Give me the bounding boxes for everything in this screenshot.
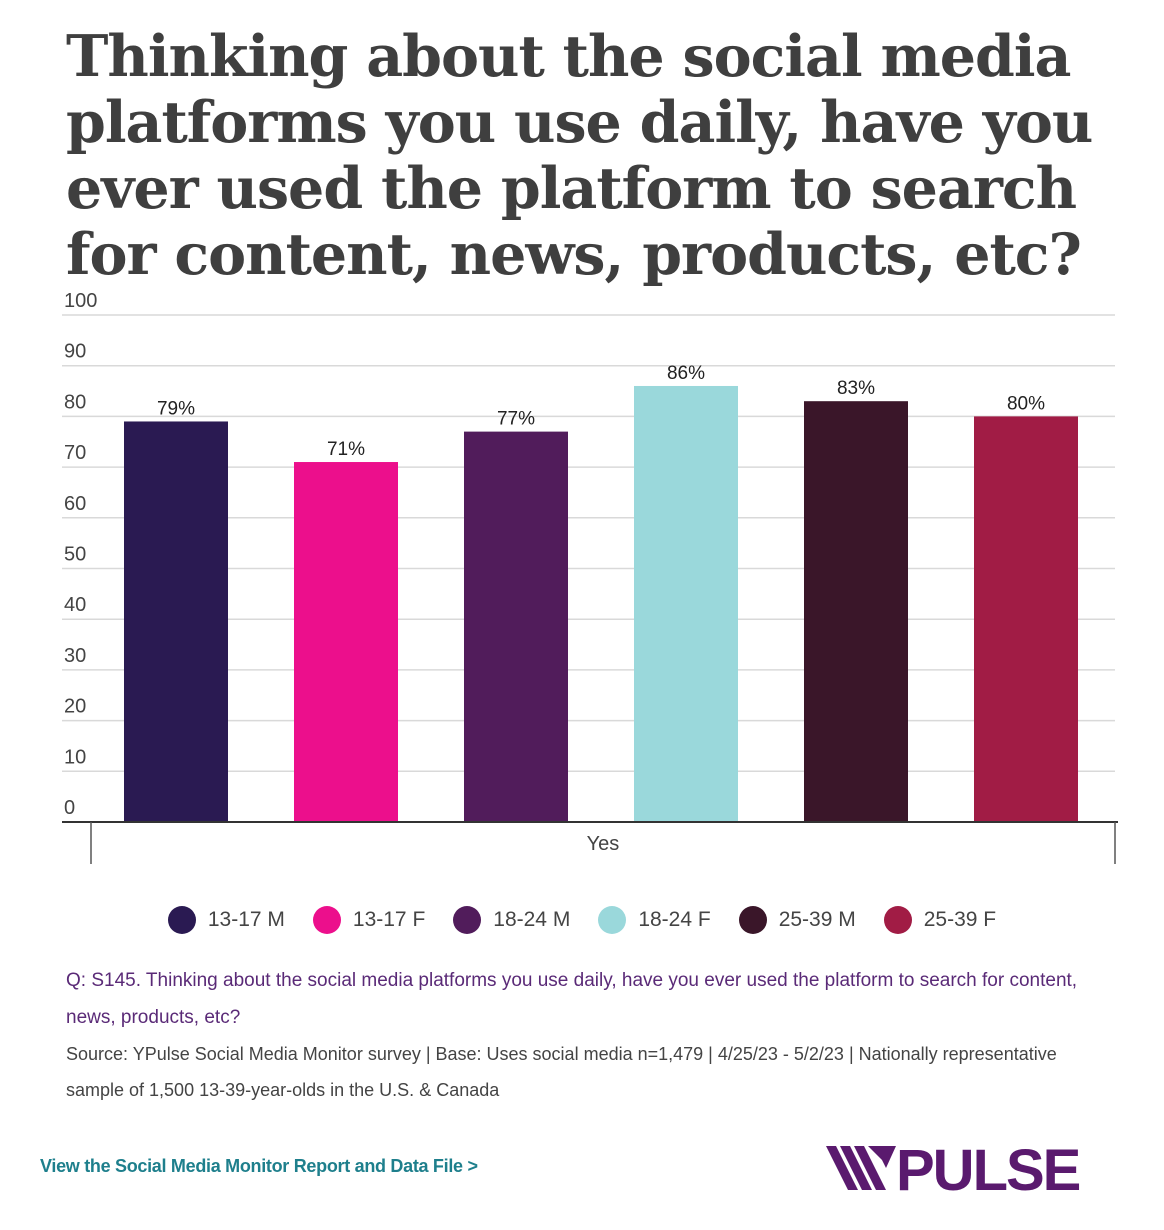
y-tick-label: 90 [64, 341, 86, 363]
y-tick-label: 0 [64, 797, 75, 819]
y-tick-label: 70 [64, 442, 86, 464]
legend-swatch [312, 906, 341, 934]
report-link[interactable]: View the Social Media Monitor Report and… [40, 1156, 478, 1176]
chart-title: Thinking about the social media platform… [66, 23, 1093, 288]
legend-swatch [167, 906, 196, 934]
legend-item: 13-17 F [312, 906, 426, 934]
data-label: 71% [327, 439, 365, 460]
legend-label: 18-24 M [493, 908, 571, 931]
x-category-label: Yes [587, 833, 620, 855]
y-tick-label: 10 [64, 746, 86, 768]
bar-chart: 0 10 20 30 40 50 60 70 80 90 100 79% 71% 77% 86% 83% 80… [62, 290, 1118, 864]
source-footnote: Source: YPulse Social Media Monitor surv… [66, 1044, 1057, 1100]
bar-25-39-f [974, 416, 1078, 822]
data-label: 83% [837, 378, 875, 399]
legend-label: 13-17 F [352, 908, 426, 931]
data-label: 86% [667, 363, 705, 384]
question-footnote: Q: S145. Thinking about the social media… [66, 970, 1078, 1028]
legend: 13-17 M 13-17 F 18-24 M 18-24 F 25-39 M 25-39… [0, 900, 1164, 940]
bars [124, 385, 1078, 822]
legend-swatch [883, 906, 912, 934]
ypulse-logo: PULSE [826, 1138, 1082, 1198]
gridlines [62, 314, 1115, 773]
bar-18-24-m [464, 431, 568, 822]
y-tick-label: 40 [64, 594, 86, 616]
x-axis-categories: Yes [587, 833, 620, 855]
legend-item: 18-24 F [598, 906, 711, 934]
legend-label: 25-39 F [923, 908, 997, 931]
logo-wordmark: PULSE [896, 1138, 1080, 1198]
legend-item: 25-39 F [883, 906, 997, 934]
y-tick-label: 60 [64, 493, 86, 515]
legend-item: 25-39 M [738, 906, 856, 934]
legend-swatch [453, 906, 482, 934]
data-label: 77% [497, 409, 535, 430]
data-labels: 79% 71% 77% 86% 83% 80% [157, 363, 1045, 460]
data-label: 80% [1007, 393, 1045, 414]
y-tick-label: 50 [64, 544, 86, 566]
legend-swatch [738, 906, 767, 934]
legend-label: 25-39 M [778, 908, 856, 931]
legend-item: 18-24 M [453, 906, 570, 934]
y-tick-label: 30 [64, 645, 86, 667]
bar-18-24-f [634, 385, 738, 822]
legend-item: 13-17 M [167, 906, 285, 934]
legend-label: 18-24 F [638, 908, 711, 931]
logo-stripes-icon [826, 1146, 896, 1190]
bar-13-17-f [294, 462, 398, 822]
y-tick-label: 100 [64, 290, 97, 312]
bar-25-39-m [804, 401, 908, 822]
legend-swatch [598, 906, 627, 934]
y-axis-ticks: 0 10 20 30 40 50 60 70 80 90 100 [64, 290, 97, 819]
legend-label: 13-17 M [207, 908, 285, 931]
bar-13-17-m [124, 421, 228, 822]
data-label: 79% [157, 398, 195, 419]
y-tick-label: 20 [64, 696, 86, 718]
y-tick-label: 80 [64, 391, 86, 413]
